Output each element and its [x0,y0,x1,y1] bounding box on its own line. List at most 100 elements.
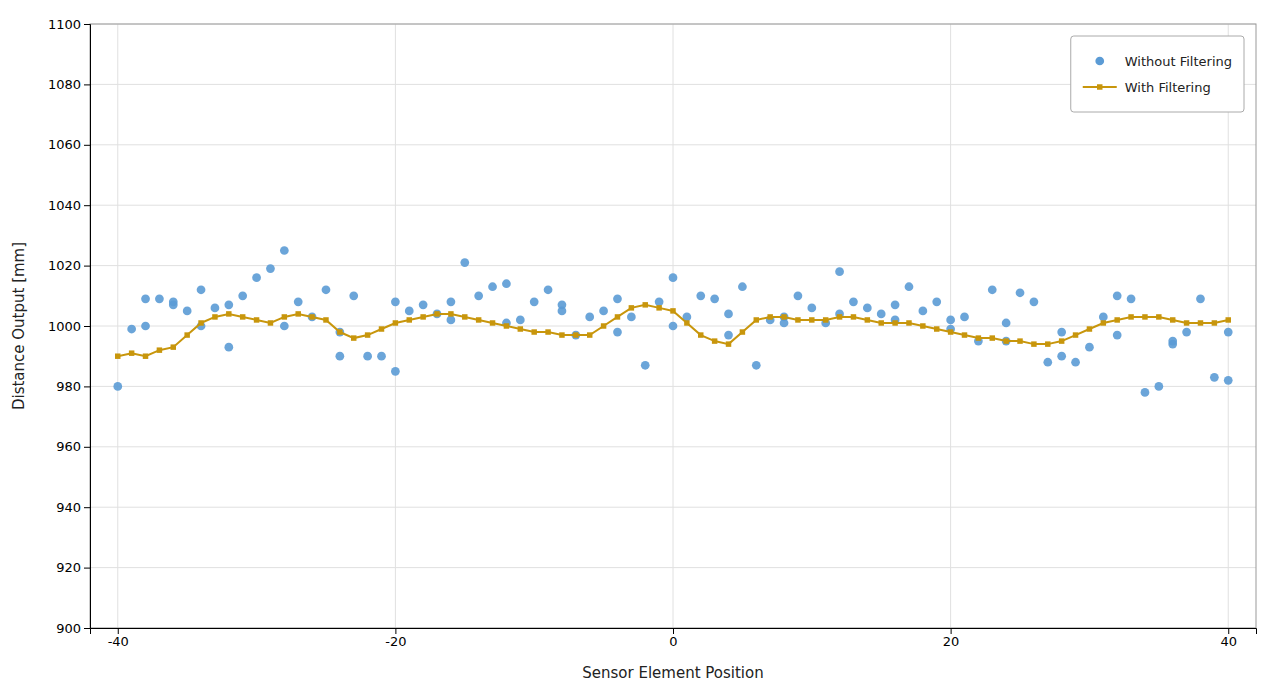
line-marker [420,314,425,319]
line-marker [337,329,342,334]
point [224,300,233,309]
line-marker [1045,341,1050,346]
point [724,310,733,319]
point [391,297,400,306]
tick-mark [84,24,90,25]
point [349,291,358,300]
tick-mark [395,628,396,634]
line-marker [1087,326,1092,331]
line-marker [393,320,398,325]
line-marker [240,314,245,319]
line-marker [504,323,509,328]
legend-box [1071,36,1244,112]
line-marker [1073,332,1078,337]
tick: 40 [1220,628,1237,649]
point [141,322,150,331]
line-marker [476,317,481,322]
grid-line-y [90,507,1256,508]
point [1016,288,1025,297]
line-marker [670,308,675,313]
point [710,294,719,303]
tick-mark [84,507,90,508]
point [835,267,844,276]
tick-label: 980 [56,379,81,394]
point [419,300,428,309]
point [1057,328,1066,337]
tick-mark [84,447,90,448]
point [1210,373,1219,382]
point [238,291,247,300]
point [641,361,650,370]
tick-mark [84,326,90,327]
point [1030,297,1039,306]
page: {"chart_data": { "type": "scatter", "xla… [0,0,1284,698]
tick-label: 960 [56,439,81,454]
point [1043,358,1052,367]
tick-mark [84,628,90,629]
line-marker [698,332,703,337]
point [794,291,803,300]
line-marker [1198,320,1203,325]
point [211,304,220,313]
grid-line-y [90,205,1256,206]
point [391,367,400,376]
line-marker [1114,317,1119,322]
tick-mark [84,84,90,85]
tick-mark [84,205,90,206]
point [1168,337,1177,346]
tick-label: -20 [385,634,406,649]
point [460,258,469,267]
line-marker [1184,320,1189,325]
tick-label: 920 [56,560,81,575]
tick: 940 [56,500,90,515]
grid-line-y [90,265,1256,266]
tick: -20 [385,628,406,649]
line-marker [545,329,550,334]
line-marker [573,332,578,337]
tick-label: 1000 [48,319,81,334]
line-marker [490,320,495,325]
line-marker [462,314,467,319]
point [585,313,594,322]
point [669,322,678,331]
legend-item: Without Filtering [1095,54,1232,69]
point [988,285,997,294]
line-marker [892,320,897,325]
line [118,305,1228,356]
point [1224,376,1233,385]
series-scatter [113,246,1232,397]
line-marker [1059,338,1064,343]
line-marker [920,323,925,328]
point [1085,343,1094,352]
tick: 0 [669,628,677,649]
point [613,294,622,303]
line-marker [851,314,856,319]
grid [90,24,1256,628]
tick-label: -40 [108,634,129,649]
line-marker [309,314,314,319]
tick: 1040 [48,198,90,213]
point [905,282,914,291]
tick-label: 900 [56,621,81,636]
point [113,382,122,391]
line-marker [865,317,870,322]
tick-mark [1228,628,1229,634]
line-marker [1031,341,1036,346]
line-marker [448,311,453,316]
tick-label: 940 [56,500,81,515]
axis-domain [84,25,91,629]
point [280,322,289,331]
point [280,246,289,255]
point [627,313,636,322]
point [1071,358,1080,367]
tick-label: 1100 [48,17,81,32]
line-marker [1212,320,1217,325]
tick-label: 1040 [48,198,81,213]
line-marker [254,317,259,322]
point [266,264,275,273]
line-marker [1170,317,1175,322]
line-marker [587,332,592,337]
tick: 920 [56,560,90,575]
grid-line-y [90,567,1256,568]
line-marker [656,305,661,310]
